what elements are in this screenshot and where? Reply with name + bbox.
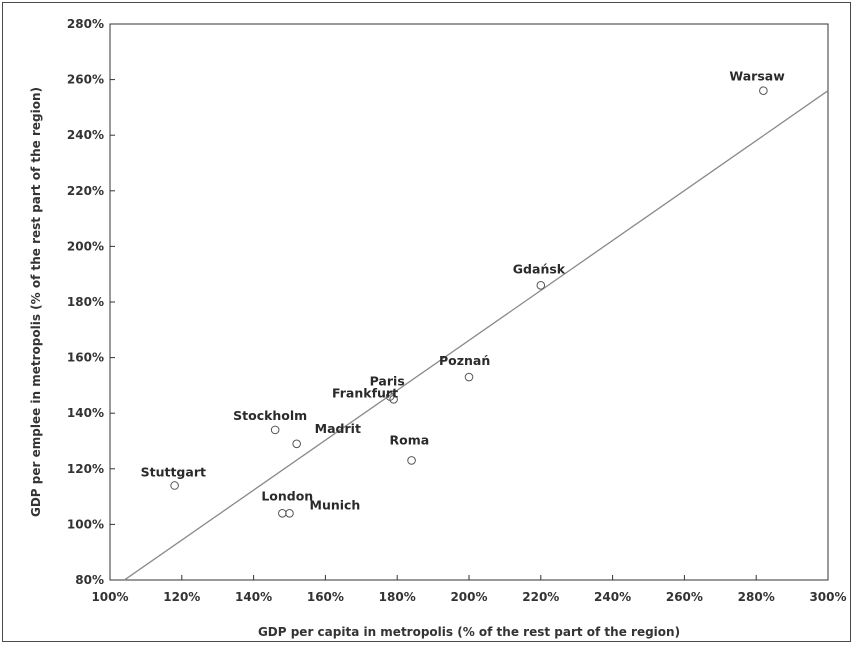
trend-line — [123, 90, 829, 581]
x-tick-label: 180% — [379, 590, 416, 604]
data-point-label: Madrit — [315, 421, 361, 436]
x-axis-label: GDP per capita in metropolis (% of the r… — [258, 625, 680, 639]
data-point-marker — [536, 281, 546, 290]
y-tick-label: 280% — [67, 17, 104, 31]
x-axis-ticks: 100% 120% 140% 160% 180% 200% 220% 240% 260% 280%… — [91, 575, 847, 604]
y-tick-label: 200% — [67, 239, 104, 253]
y-axis-ticks: 80% 100% 120% 140% 160% 180% 200% 220% 240% 260% 2… — [67, 17, 115, 587]
data-point-marker — [464, 372, 474, 382]
x-tick-label: 300% — [809, 590, 846, 604]
data-point-marker — [759, 86, 768, 96]
data-point-label: Stuttgart — [141, 464, 206, 479]
y-axis-label: GDP per emplee in metropolis (% of the r… — [29, 87, 43, 517]
data-point-label: Warsaw — [729, 69, 785, 84]
data-point-label: Roma — [390, 432, 430, 447]
y-tick-label: 160% — [67, 351, 104, 365]
data-point-label: Gdańsk — [513, 261, 566, 276]
data-point-marker — [385, 392, 395, 401]
y-tick-label: 100% — [67, 517, 104, 531]
data-point-marker — [285, 508, 294, 518]
data-point-marker — [292, 439, 301, 449]
data-point-marker — [170, 481, 179, 490]
data-point-label: Munich — [310, 497, 361, 512]
y-tick-label: 220% — [67, 184, 104, 198]
x-tick-label: 220% — [522, 590, 559, 604]
x-tick-label: 240% — [594, 590, 631, 604]
data-point-label: Stockholm — [233, 408, 307, 423]
data-point-marker — [407, 456, 416, 465]
data-point-label: London — [261, 488, 313, 503]
data-point-marker — [270, 425, 280, 435]
data-point-label: Poznań — [439, 353, 490, 368]
plot-area — [109, 23, 829, 581]
x-tick-label: 260% — [666, 590, 703, 604]
data-point-label: Paris — [370, 373, 405, 388]
x-tick-label: 160% — [307, 590, 344, 604]
y-tick-label: 180% — [67, 295, 104, 309]
y-tick-label: 120% — [67, 462, 104, 476]
x-tick-label: 140% — [235, 590, 272, 604]
x-tick-label: 200% — [450, 590, 487, 604]
y-tick-label: 240% — [67, 128, 104, 142]
x-tick-label: 280% — [738, 590, 775, 604]
x-tick-label: 100% — [91, 590, 128, 604]
y-tick-label: 260% — [67, 73, 104, 87]
x-tick-label: 120% — [163, 590, 200, 604]
y-tick-label: 140% — [67, 406, 104, 420]
data-point-label: Frankfurt — [332, 386, 398, 401]
y-tick-label: 80% — [75, 573, 104, 587]
